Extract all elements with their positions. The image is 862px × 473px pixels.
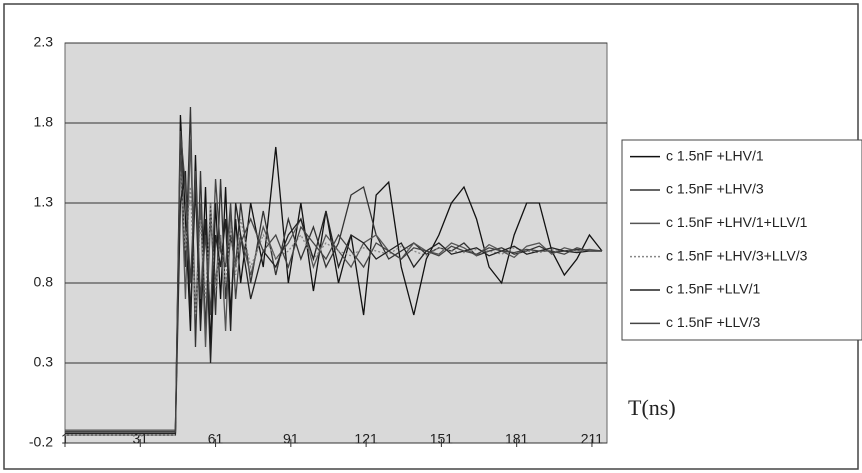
plot-area [64,42,608,444]
y-tick-label: 0.8 [34,274,54,290]
series-line [65,170,602,435]
legend-label: c 1.5nF +LLV/3 [666,314,761,330]
x-tick-label: 1 [61,431,69,447]
series-line [65,130,602,433]
y-tick-label: 0.3 [34,354,54,370]
legend-label: c 1.5nF +LHV/3 [666,181,764,197]
legend-box [621,139,862,341]
x-tick-label: 91 [283,431,299,447]
legend-label: c 1.5nF +LLV/1 [666,281,761,297]
x-tick-label: 211 [581,431,604,447]
legend-label: c 1.5nF +LHV/1+LLV/1 [666,214,808,230]
series-line [65,170,602,436]
x-tick-label: 61 [208,431,224,447]
y-tick-label: -0.2 [29,434,53,450]
legend-label: c 1.5nF +LHV/3+LLV/3 [666,247,808,263]
y-tick-label: 1.3 [34,194,54,210]
x-tick-label: 121 [354,431,378,447]
y-tick-label: 2.3 [34,34,54,50]
series-line [65,138,603,431]
x-tick-label: 151 [430,431,454,447]
series-line [65,114,603,433]
x-tick-label: 181 [505,431,529,447]
y-tick-label: 1.8 [34,114,54,130]
axis-annotation: T(ns) [628,395,676,420]
legend-label: c 1.5nF +LHV/1 [666,147,764,163]
